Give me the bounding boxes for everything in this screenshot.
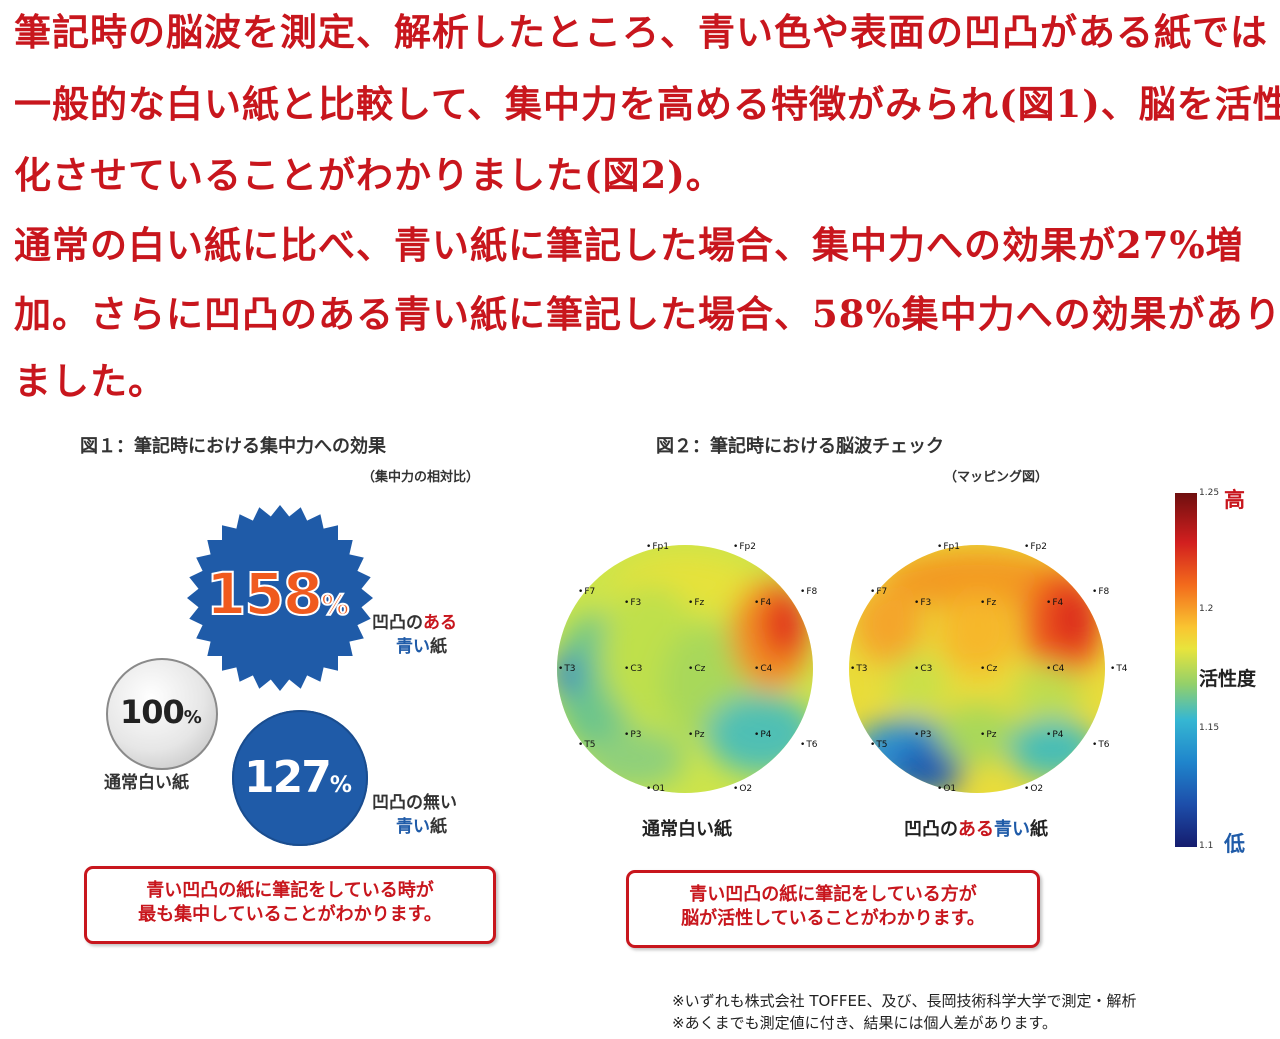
electrode-label: T5 (578, 740, 595, 750)
label-bumpy-blue-paper: 凹凸のある 青い紙 (372, 613, 457, 657)
electrode-label: F7 (578, 587, 595, 597)
intro-line: 一般的な白い紙と比較して、集中力を高める特徴がみられ(図1)、脳を活性 (14, 82, 1280, 126)
electrode-label: T3 (850, 664, 867, 674)
electrode-label: Fz (980, 598, 996, 608)
starburst-seal-158 (187, 505, 373, 691)
electrode-label: O1 (937, 784, 956, 794)
intro-line: 筆記時の脳波を測定、解析したところ、青い色や表面の凹凸がある紙では (14, 10, 1268, 54)
electrode-label: Cz (980, 664, 997, 674)
colorbar-tick: 1.1 (1199, 841, 1214, 851)
value-100-number: 100 (120, 693, 185, 731)
electrode-label: Fz (688, 598, 704, 608)
electrode-label: P4 (1046, 730, 1063, 740)
electrode-label: F8 (800, 587, 817, 597)
electrode-label: C4 (1046, 664, 1064, 674)
intro-line: 通常の白い紙に比べ、青い紙に筆記した場合、集中力への効果が27%増 (14, 223, 1244, 267)
value-158: 158% (205, 559, 350, 629)
electrode-label: T4 (1110, 664, 1127, 674)
value-100-unit: % (183, 707, 202, 728)
electrode-label: C4 (754, 664, 772, 674)
electrode-label: P3 (624, 730, 641, 740)
map-label-white-paper: 通常白い紙 (642, 819, 732, 840)
figure2-subtitle: （マッピング図） (944, 470, 1049, 485)
electrode-label: C3 (914, 664, 932, 674)
map-label-bumpy-blue-paper: 凹凸のある青い紙 (904, 819, 1048, 840)
electrode-label: F3 (624, 598, 641, 608)
electrode-label: Cz (688, 664, 705, 674)
colorbar-tick: 1.25 (1199, 488, 1220, 498)
value-127-number: 127 (244, 752, 332, 803)
figure2-callout-line: 脳が活性していることがわかります。 (681, 908, 985, 930)
value-158-number: 158 (205, 559, 324, 629)
brain-map-bumpy-blue-paper (849, 545, 1105, 793)
intro-line: 加。さらに凹凸のある青い紙に筆記した場合、58%集中力への効果があり (14, 292, 1280, 336)
value-100: 100% (120, 693, 202, 731)
electrode-label: Pz (980, 730, 996, 740)
figure1-callout-line: 青い凹凸の紙に筆記をしている時が (146, 880, 434, 901)
circle-127 (232, 710, 368, 846)
figure1-callout: 青い凹凸の紙に筆記をしている時が 最も集中していることがわかります。 (84, 866, 496, 944)
electrode-label: F7 (870, 587, 887, 597)
electrode-label: Fp2 (733, 542, 756, 552)
electrode-label: T3 (558, 664, 575, 674)
electrode-label: F4 (754, 598, 771, 608)
intro-line: ました。 (14, 359, 166, 403)
intro-line: 化させていることがわかりました(図2)。 (14, 153, 724, 197)
figure2-callout: 青い凹凸の紙に筆記をしている方が 脳が活性していることがわかります。 (626, 870, 1040, 948)
value-127-unit: % (329, 773, 352, 798)
electrode-label: T5 (870, 740, 887, 750)
electrode-label: Fp2 (1024, 542, 1047, 552)
figure1-subtitle: （集中力の相対比） (362, 470, 480, 485)
electrode-label: P4 (754, 730, 771, 740)
electrode-label: F4 (1046, 598, 1063, 608)
colorbar-high-label: 高 (1224, 488, 1245, 512)
colorbar-tick: 1.2 (1199, 604, 1214, 614)
electrode-label: O2 (733, 784, 752, 794)
electrode-label: F8 (1092, 587, 1109, 597)
electrode-label: Fp1 (646, 542, 669, 552)
label-flat-blue-paper: 凹凸の無い 青い紙 (372, 793, 457, 837)
value-127: 127% (244, 752, 352, 803)
electrode-label: C3 (624, 664, 642, 674)
electrode-label: O2 (1024, 784, 1043, 794)
figure2-callout-line: 青い凹凸の紙に筆記をしている方が (689, 884, 977, 905)
figure1-callout-line: 最も集中していることがわかります。 (138, 904, 442, 926)
value-158-unit: % (320, 587, 350, 622)
colorbar-axis-label: 活性度 (1199, 668, 1257, 690)
colorbar-tick: 1.15 (1199, 723, 1220, 733)
brain-map-white-paper (557, 545, 813, 793)
label-normal-white-paper: 通常白い紙 (104, 773, 189, 793)
electrode-label: Fp1 (937, 542, 960, 552)
figure1-title: 図１：筆記時における集中力への効果 (80, 436, 386, 457)
electrode-label: T6 (1092, 740, 1109, 750)
electrode-label: Pz (688, 730, 704, 740)
figure2-title: 図２：筆記時における脳波チェック (656, 436, 944, 457)
electrode-label: O1 (646, 784, 665, 794)
electrode-label: P3 (914, 730, 931, 740)
electrode-label: F3 (914, 598, 931, 608)
activity-colorbar (1175, 493, 1197, 847)
footnote: ※あくまでも測定値に付き、結果には個人差があります。 (672, 1014, 1058, 1032)
electrode-label: T6 (800, 740, 817, 750)
footnote: ※いずれも株式会社 TOFFEE、及び、長岡技術科学大学で測定・解析 (672, 992, 1137, 1010)
circle-100 (106, 658, 218, 770)
colorbar-low-label: 低 (1224, 832, 1245, 856)
